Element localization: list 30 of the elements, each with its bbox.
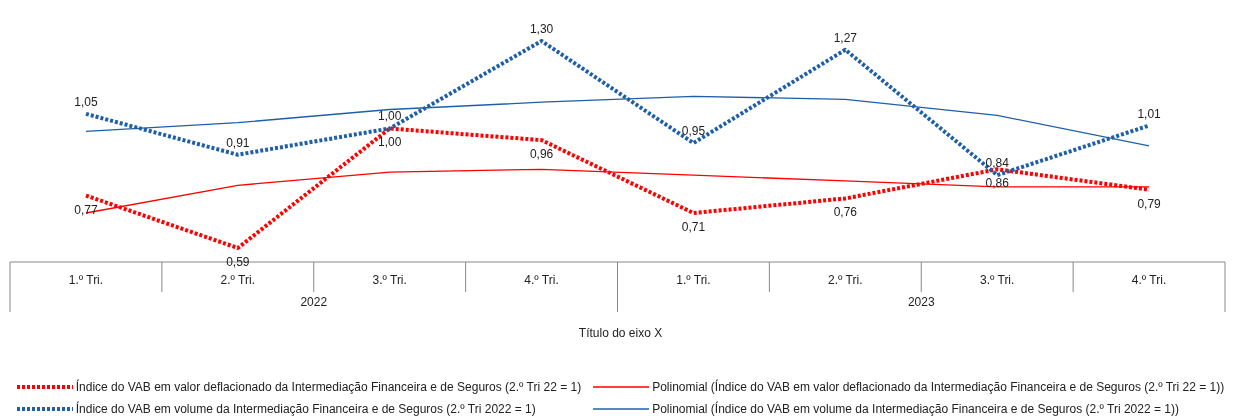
data-label: 0,71 — [681, 220, 706, 235]
data-label: 0,77 — [74, 202, 98, 217]
data-label: 1,00 — [378, 135, 402, 150]
data-label: 1,27 — [833, 30, 858, 45]
x-axis-title: Título do eixo X — [577, 326, 664, 340]
legend-label: Índice do VAB em volume da Intermediação Financeira e de Seguros (2.º Tri 2022 = 1) — [75, 402, 536, 416]
x-tick-label: 2.º Tri. — [828, 273, 863, 287]
x-tick-label: 3.º Tri. — [979, 273, 1015, 287]
x-tick-label: 1.º Tri. — [676, 273, 711, 287]
legend-label: Índice do VAB em valor deflacionado da Intermediação Financeira e de Seguros (2.º Tri 22 = 1) — [75, 380, 582, 394]
x-tick-label: 4.º Tri. — [524, 273, 559, 287]
text: 2022 — [300, 295, 328, 309]
data-label: 1,30 — [529, 22, 554, 36]
data-label: 0,79 — [1137, 196, 1162, 211]
x-tick-label: 1.º Tri. — [68, 273, 104, 287]
data-label: 1,01 — [1137, 106, 1162, 121]
data-label: 0,95 — [681, 124, 706, 139]
legend-label: Polinomial (Índice do VAB em valor deflacionado da Intermediação Financeira e de Seguros (2.º Tri 22 = 1)) — [652, 380, 1225, 394]
data-label: 0,76 — [833, 205, 858, 220]
text: 2023 — [907, 295, 935, 309]
data-label: 0,59 — [226, 255, 250, 269]
data-label: 0,91 — [226, 135, 250, 150]
data-label: 0,84 — [985, 156, 1010, 171]
x-tick-label: 3.º Tri. — [372, 273, 407, 287]
x-tick-label: 2.º Tri. — [220, 273, 256, 287]
data-label: 1,05 — [74, 94, 98, 109]
legend-label: Polinomial (Índice do VAB em volume da Intermediação Financeira e de Seguros (2.º Tri 2022 = 1)) — [652, 402, 1179, 416]
x-tick-label: 4.º Tri. — [1131, 273, 1167, 287]
data-label: 0,96 — [529, 147, 554, 162]
data-label: 1,00 — [378, 109, 402, 124]
